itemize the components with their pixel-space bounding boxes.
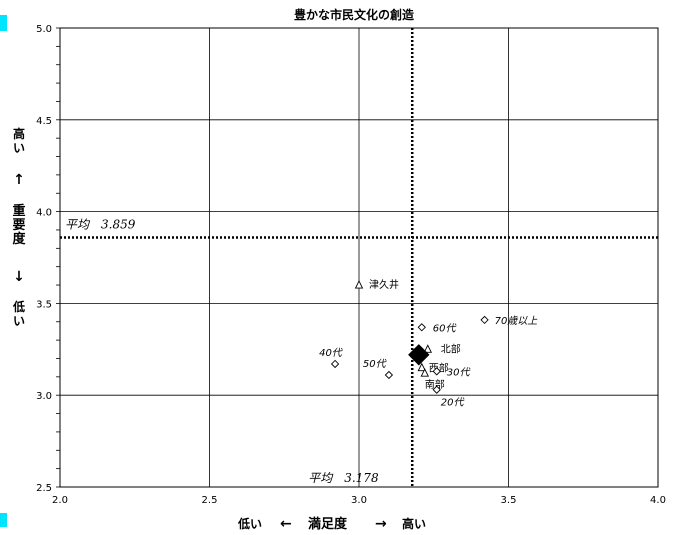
y-tick-label: 4.5 xyxy=(36,116,52,127)
x-axis-arrow-right: → xyxy=(375,516,387,532)
y-tick-label: 2.5 xyxy=(36,483,52,494)
x-tick-label: 3.5 xyxy=(501,495,517,506)
point-overall xyxy=(408,344,430,366)
x-axis-title: 満足度 xyxy=(308,516,348,532)
x-axis-label: 低い ← 満足度 → 高い xyxy=(237,516,426,532)
point-triangle xyxy=(423,344,432,353)
x-tick-label: 3.0 xyxy=(351,495,367,506)
x-axis-low: 低い xyxy=(237,516,262,531)
point-label: 20代 xyxy=(441,397,465,409)
point-triangle xyxy=(354,280,364,289)
point-label: 30代 xyxy=(447,366,471,378)
point-label: 南部 xyxy=(425,378,445,391)
point-label: 40代 xyxy=(319,347,343,359)
point-label: 60代 xyxy=(433,322,457,334)
point-triangle xyxy=(420,368,430,377)
left-accent-bar-top xyxy=(0,15,7,31)
y-axis-arrow-up: ↑ xyxy=(13,172,25,188)
y-axis-arrow-down: ↓ xyxy=(13,269,25,285)
y-axis-low: 低い xyxy=(12,300,25,328)
point-diamond xyxy=(384,370,394,380)
x-average-label: 平均 3.178 xyxy=(308,471,379,485)
y-tick-label: 4.0 xyxy=(36,208,52,219)
point-label: 70歳以上 xyxy=(495,315,539,327)
point-label: 津久井 xyxy=(369,278,399,291)
left-accent-bar-bottom xyxy=(0,513,7,527)
point-triangle xyxy=(417,362,427,372)
point-label: 50代 xyxy=(363,358,387,370)
minor-ticks xyxy=(56,27,60,488)
y-tick-labels: 2.5 3.0 3.5 4.0 4.5 5.0 xyxy=(36,24,52,494)
x-tick-label: 2.5 xyxy=(202,495,218,506)
x-tick-labels: 2.0 2.5 3.0 3.5 4.0 xyxy=(52,495,666,506)
point-label: 北部 xyxy=(441,342,461,355)
y-tick-label: 3.5 xyxy=(36,299,52,310)
grid-lines xyxy=(60,28,658,487)
y-average-label: 平均 3.859 xyxy=(65,217,136,231)
point-diamond xyxy=(432,367,441,376)
x-tick-label: 4.0 xyxy=(650,495,666,506)
y-tick-label: 5.0 xyxy=(36,24,52,35)
x-tick-label: 2.0 xyxy=(52,495,68,506)
average-reference-lines: 平均 3.859 平均 3.178 xyxy=(60,28,658,487)
x-axis-arrow-left: ← xyxy=(280,516,292,532)
point-diamond xyxy=(432,385,441,394)
y-axis-title: 重要度 xyxy=(12,204,26,247)
chart-title: 豊かな市民文化の創造 xyxy=(294,7,415,22)
point-diamond xyxy=(480,315,489,325)
x-axis-high: 高い xyxy=(402,516,426,531)
point-diamond xyxy=(417,323,426,332)
y-axis-high: 高い xyxy=(12,127,25,155)
y-tick-label: 3.0 xyxy=(36,391,52,402)
point-diamond xyxy=(330,359,340,369)
